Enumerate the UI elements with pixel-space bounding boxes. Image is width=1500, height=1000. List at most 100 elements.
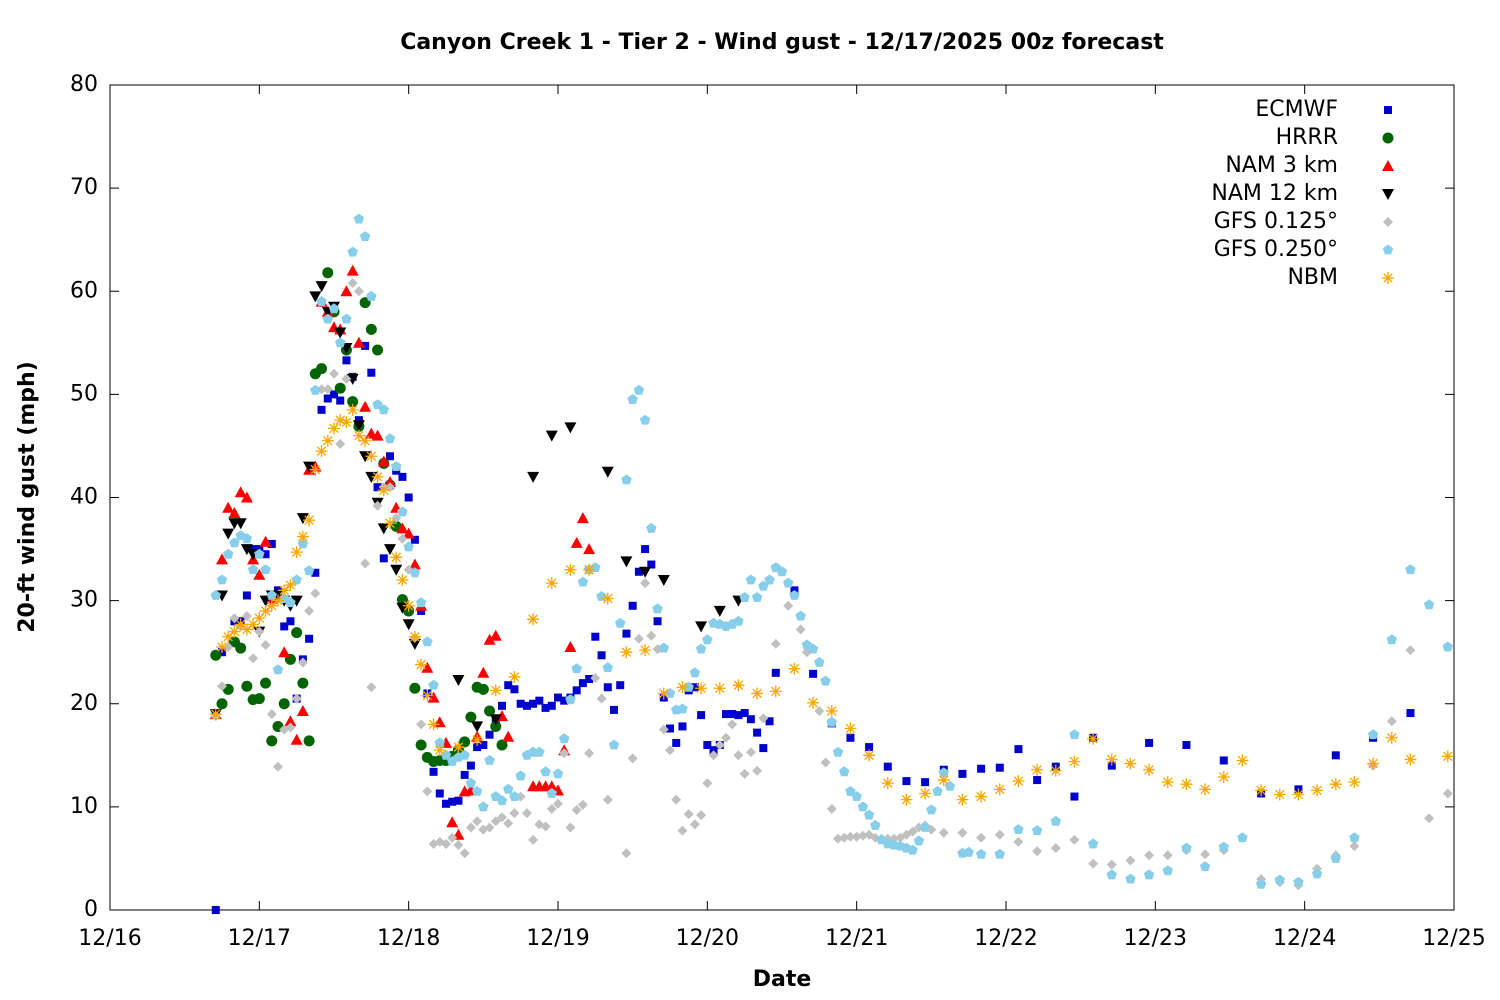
data-point xyxy=(415,597,427,608)
data-point xyxy=(522,701,531,710)
y-tick-label: 40 xyxy=(70,485,98,510)
data-point xyxy=(1106,869,1117,880)
data-point xyxy=(752,765,763,776)
data-point xyxy=(1386,634,1397,645)
data-point xyxy=(460,770,469,779)
data-point xyxy=(795,610,806,621)
data-point xyxy=(377,455,390,467)
data-point xyxy=(496,795,508,806)
data-point xyxy=(658,642,669,653)
data-point xyxy=(402,619,415,631)
data-point xyxy=(932,785,943,796)
data-point xyxy=(560,696,569,705)
data-point xyxy=(427,718,440,731)
data-point xyxy=(527,471,540,483)
data-point xyxy=(809,669,818,678)
data-point xyxy=(465,822,476,833)
data-point xyxy=(540,821,551,832)
data-point xyxy=(571,663,582,674)
data-point xyxy=(883,762,892,771)
data-point xyxy=(713,682,726,695)
data-point xyxy=(758,713,769,724)
data-point xyxy=(489,714,502,726)
data-point xyxy=(352,336,365,348)
data-point xyxy=(228,625,241,638)
data-point xyxy=(993,783,1006,796)
data-point xyxy=(658,724,669,735)
data-point xyxy=(296,530,309,543)
data-point xyxy=(640,578,651,589)
data-point xyxy=(814,706,825,716)
data-point xyxy=(397,533,408,544)
data-point xyxy=(820,675,831,686)
data-point xyxy=(311,568,320,577)
data-point xyxy=(565,822,576,833)
data-point xyxy=(322,313,333,324)
data-point xyxy=(857,801,869,812)
data-point xyxy=(402,527,415,539)
data-point xyxy=(384,544,396,556)
data-point xyxy=(347,278,358,288)
y-tick-label: 80 xyxy=(70,72,98,97)
data-point xyxy=(391,461,402,471)
data-point xyxy=(377,484,390,497)
data-point xyxy=(1031,825,1043,835)
data-point xyxy=(881,777,894,790)
data-point xyxy=(1124,757,1137,770)
data-point xyxy=(907,844,918,855)
data-point xyxy=(1348,776,1361,789)
data-point xyxy=(814,657,825,667)
data-point xyxy=(496,739,508,751)
data-point xyxy=(359,451,372,463)
data-point xyxy=(610,705,618,714)
data-point xyxy=(291,693,302,704)
data-point xyxy=(746,715,755,724)
data-point xyxy=(956,793,969,806)
data-point xyxy=(379,554,388,563)
data-point xyxy=(1181,842,1192,853)
data-point xyxy=(1329,778,1342,791)
data-point xyxy=(1069,834,1080,845)
data-point xyxy=(273,761,283,772)
data-point xyxy=(291,627,303,639)
data-point xyxy=(596,693,607,704)
data-point xyxy=(367,368,376,377)
data-point xyxy=(994,829,1005,840)
data-point xyxy=(745,747,756,758)
data-point xyxy=(1145,738,1154,747)
data-point xyxy=(1219,756,1228,765)
data-point xyxy=(733,750,744,761)
data-point xyxy=(627,753,638,764)
data-point xyxy=(1199,861,1211,872)
x-tick-label: 12/25 xyxy=(1422,926,1485,951)
data-point xyxy=(484,705,496,717)
data-point xyxy=(732,679,745,692)
data-point xyxy=(315,445,328,458)
data-point xyxy=(240,491,253,503)
data-point xyxy=(211,906,220,914)
data-point xyxy=(310,588,321,599)
data-point xyxy=(353,213,365,224)
data-point xyxy=(309,463,322,476)
data-point xyxy=(372,344,384,356)
data-point xyxy=(448,797,457,806)
data-point xyxy=(646,630,657,641)
data-point xyxy=(484,822,495,833)
data-point xyxy=(696,810,707,821)
data-point xyxy=(408,630,421,643)
data-point xyxy=(641,545,650,554)
data-point xyxy=(976,832,987,843)
data-point xyxy=(994,848,1005,859)
data-point xyxy=(1014,745,1023,754)
data-point xyxy=(846,733,855,742)
data-point xyxy=(404,493,413,502)
data-point xyxy=(1405,564,1416,575)
data-point xyxy=(440,749,452,760)
data-point xyxy=(415,658,428,671)
data-point xyxy=(765,717,774,726)
data-point xyxy=(490,720,502,732)
data-point xyxy=(845,785,856,796)
data-point xyxy=(477,666,490,678)
y-tick-label: 0 xyxy=(84,897,98,922)
